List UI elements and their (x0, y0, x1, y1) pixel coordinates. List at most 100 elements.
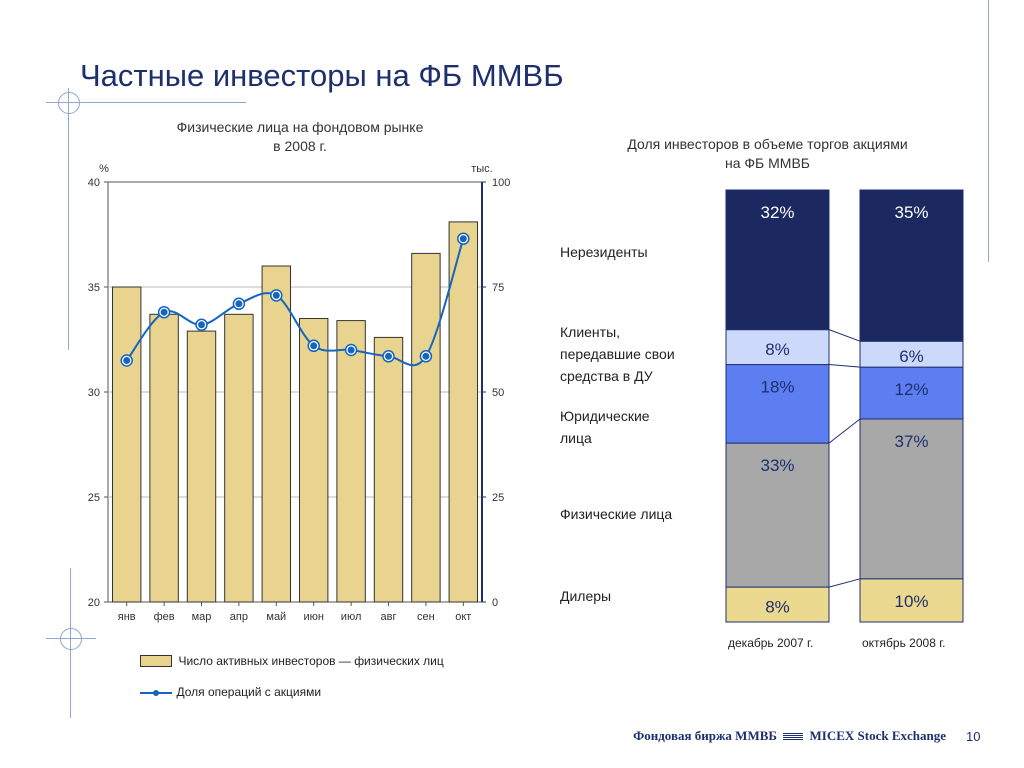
left-tick-label: 25 (88, 492, 100, 504)
legend-line-swatch (140, 686, 172, 698)
label-nonresidents-text: Нерезиденты (560, 244, 648, 260)
segment-legal-0 (725, 364, 830, 444)
bar-апр (224, 313, 254, 603)
label-clients-line-1: Клиенты, (560, 324, 621, 340)
segment-label-dealers-0: 8% (765, 598, 790, 617)
legend-line-label: Доля операций с акциями (176, 684, 322, 699)
label-dealers-text: Дилеры (560, 588, 612, 604)
left-axis-unit: % (99, 163, 109, 175)
deco-circle-top (58, 92, 80, 114)
label-clients: Клиенты, передавшие свои средства в ДУ (560, 321, 675, 387)
label-nonresidents: Нерезиденты (560, 241, 648, 263)
segment-clients-1 (859, 340, 964, 368)
label-individuals-text: Физические лица (560, 506, 673, 522)
line-point-мар (198, 321, 205, 329)
bar-июл (336, 320, 366, 603)
bar-фев (149, 313, 179, 603)
right-axis-unit: тыс. (471, 163, 493, 175)
top-decorative-line (46, 102, 246, 103)
x-tick-label: авг (381, 611, 397, 623)
segment-dealers-1 (859, 578, 964, 623)
slide-title: Частные инвесторы на ФБ ММВБ (80, 58, 564, 93)
legend-bars: Число активных инвесторов — физических л… (140, 652, 444, 670)
legend-line: Доля операций с акциями (140, 683, 321, 701)
footer-brand-en: MICEX Stock Exchange (809, 728, 946, 743)
segment-label-legal-1: 12% (894, 380, 928, 399)
x-tick-label: апр (230, 611, 248, 623)
right-chart-title-line-1: Доля инвесторов в объеме торгов акциями (627, 136, 908, 152)
connector-line (828, 418, 861, 444)
line-point-авг (385, 352, 392, 360)
line-point-апр (235, 300, 243, 308)
label-legal-line-1: Юридические (560, 408, 650, 424)
label-legal: Юридические лица (560, 405, 650, 449)
label-clients-line-2: передавшие свои (560, 346, 675, 362)
legend-bar-label: Число активных инвесторов — физических л… (178, 653, 444, 668)
left-chart-title: Физические лица на фондовом рынке в 2008… (120, 118, 480, 156)
connector-line (828, 578, 861, 588)
segment-label-clients-1: 6% (899, 347, 924, 366)
column-label-dec-2007: декабрь 2007 г. (728, 636, 814, 650)
segment-label-nonresidents-0: 32% (760, 203, 794, 222)
segment-label-nonresidents-1: 35% (894, 203, 928, 222)
left-tick-label: 40 (88, 177, 100, 189)
bar-мар (186, 330, 217, 603)
left-tick-label: 30 (88, 387, 100, 399)
segment-label-clients-0: 8% (765, 340, 790, 359)
segment-label-individuals-0: 33% (760, 456, 794, 475)
footer-logo-icon (783, 733, 804, 742)
x-tick-label: окт (455, 611, 471, 623)
x-tick-label: янв (118, 611, 136, 623)
line-point-фев (160, 308, 168, 316)
column-label-oct-2008: октябрь 2008 г. (862, 636, 946, 650)
line-point-сен (422, 352, 430, 360)
x-tick-label: июн (303, 611, 323, 623)
x-tick-label: сен (417, 611, 435, 623)
right-tick-label: 25 (492, 492, 504, 504)
right-tick-label: 75 (492, 282, 504, 294)
bottom-decorative-line (46, 638, 96, 639)
right-chart-title: Доля инвесторов в объеме торгов акциями … (580, 135, 955, 173)
left-tick-label: 20 (88, 597, 100, 609)
connector-line (828, 329, 861, 342)
right-tick-label: 0 (492, 597, 498, 609)
line-point-июн (310, 342, 318, 350)
bar-авг (373, 336, 404, 603)
x-tick-label: фев (154, 611, 175, 623)
x-tick-label: май (266, 611, 286, 623)
right-decorative-line (988, 0, 989, 262)
line-point-май (272, 291, 280, 299)
label-individuals: Физические лица (560, 503, 672, 525)
segment-label-individuals-1: 37% (894, 432, 928, 451)
bar-окт (448, 221, 479, 603)
x-tick-label: июл (341, 611, 362, 623)
segment-nonresidents-1 (859, 189, 964, 342)
right-tick-label: 50 (492, 387, 504, 399)
bar-сен (411, 252, 441, 603)
label-legal-line-2: лица (560, 430, 592, 446)
right-tick-label: 100 (492, 177, 510, 189)
left-chart-title-line-1: Физические лица на фондовом рынке (176, 119, 424, 135)
left-decorative-line (68, 88, 69, 350)
deco-circle-bottom (60, 628, 82, 650)
page-number: 10 (966, 729, 981, 744)
footer-brand-ru: Фондовая биржа ММВБ (633, 728, 777, 743)
bar-май (261, 265, 292, 603)
left-tick-label: 35 (88, 282, 100, 294)
legend-line-swatch-icon (140, 689, 172, 696)
left-chart-title-line-2: в 2008 г. (273, 138, 327, 154)
segment-dealers-0 (725, 586, 830, 623)
label-clients-line-3: средства в ДУ (560, 368, 653, 384)
segment-individuals-1 (859, 418, 964, 580)
footer-brand: Фондовая биржа ММВБ MICEX Stock Exchange (633, 728, 946, 744)
line-point-янв (123, 357, 131, 364)
connector-line (828, 364, 861, 368)
segment-nonresidents-0 (725, 189, 830, 331)
segment-label-legal-0: 18% (760, 378, 794, 397)
bar-янв (111, 286, 142, 603)
right-chart-title-line-2: на ФБ ММВБ (725, 155, 810, 171)
bar-июн (298, 318, 329, 603)
line-point-окт (459, 235, 467, 243)
